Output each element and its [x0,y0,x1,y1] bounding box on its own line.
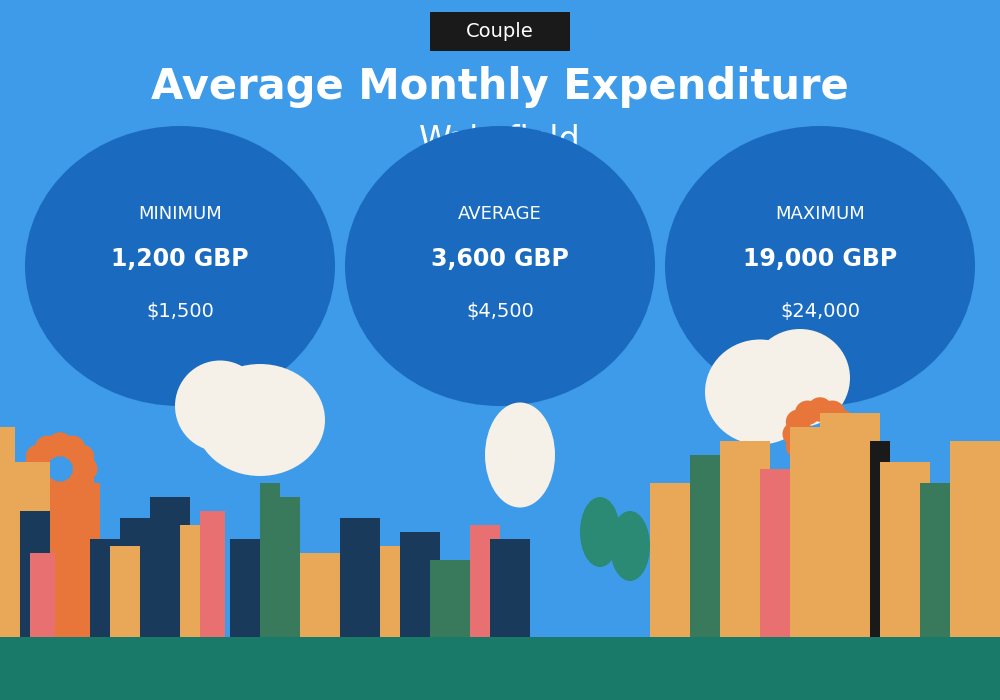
Ellipse shape [610,511,650,581]
Ellipse shape [782,421,807,447]
Ellipse shape [22,457,47,482]
Bar [950,441,1000,637]
Text: 19,000 GBP: 19,000 GBP [743,247,897,271]
Text: AVERAGE: AVERAGE [458,204,542,223]
Ellipse shape [35,478,60,503]
Bar [690,455,730,637]
Ellipse shape [832,421,858,447]
Bar [920,483,960,637]
Bar [200,511,225,637]
Bar [230,539,265,637]
Bar [490,539,530,637]
Ellipse shape [829,434,854,458]
Text: $4,500: $4,500 [466,302,534,321]
Ellipse shape [750,329,850,427]
Text: 🇬🇧: 🇬🇧 [470,172,530,220]
Bar [870,441,890,637]
Ellipse shape [795,400,820,425]
Text: 3,600 GBP: 3,600 GBP [431,247,569,271]
Ellipse shape [26,469,51,493]
Bar [380,546,410,637]
Bar [0,427,15,637]
Ellipse shape [829,410,854,434]
Text: MAXIMUM: MAXIMUM [775,204,865,223]
Bar [400,532,440,637]
Ellipse shape [808,398,832,421]
Ellipse shape [786,434,811,458]
Bar [0,637,1000,700]
Ellipse shape [665,126,975,406]
Bar [880,462,930,637]
Bar [650,483,700,637]
Ellipse shape [820,443,845,468]
FancyBboxPatch shape [430,12,570,51]
Ellipse shape [60,478,85,503]
Bar [20,511,60,637]
Bar [110,546,140,637]
Ellipse shape [195,364,325,476]
Ellipse shape [35,435,60,460]
Bar [30,553,55,637]
Ellipse shape [820,400,845,425]
Text: 1,200 GBP: 1,200 GBP [111,247,249,271]
Bar [150,497,190,637]
Ellipse shape [485,402,555,507]
Ellipse shape [48,432,72,457]
Bar [180,525,210,637]
Bar [340,518,380,637]
Ellipse shape [786,410,811,434]
Bar [0,462,50,637]
Text: MINIMUM: MINIMUM [138,204,222,223]
Bar [470,525,500,637]
Bar [300,553,350,637]
Text: Average Monthly Expenditure: Average Monthly Expenditure [151,66,849,108]
Ellipse shape [69,444,94,469]
Ellipse shape [580,497,620,567]
Ellipse shape [72,457,97,482]
Bar [120,518,160,637]
Bar [790,427,830,637]
Bar [260,483,280,637]
Ellipse shape [175,360,265,452]
Ellipse shape [25,126,335,406]
Bar [430,560,480,637]
Bar [280,497,300,637]
Ellipse shape [60,435,85,460]
Ellipse shape [345,126,655,406]
Bar [820,413,880,637]
Bar [50,483,100,637]
Text: $1,500: $1,500 [146,302,214,321]
Ellipse shape [47,482,72,505]
Text: Wakefield: Wakefield [419,123,581,157]
Text: Couple: Couple [466,22,534,41]
Ellipse shape [795,443,820,468]
Bar [720,441,770,637]
Ellipse shape [69,469,94,493]
Bar [90,539,120,637]
Ellipse shape [705,340,815,444]
Bar [760,469,800,637]
Ellipse shape [26,444,51,469]
Ellipse shape [808,447,832,471]
Text: $24,000: $24,000 [780,302,860,321]
